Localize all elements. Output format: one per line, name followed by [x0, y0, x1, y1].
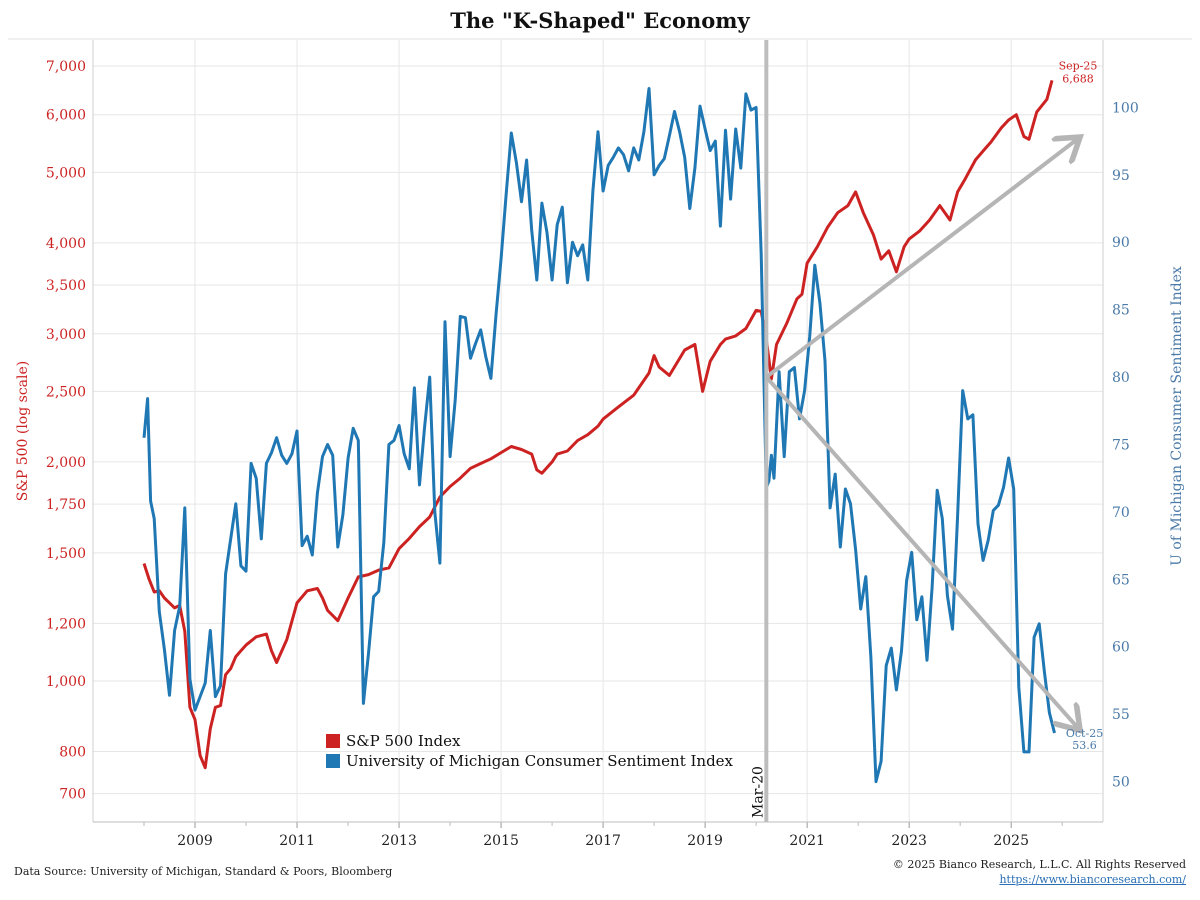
- data-source-note: Data Source: University of Michigan, Sta…: [14, 865, 393, 878]
- umich-end-date: Oct-25: [1066, 727, 1103, 740]
- axes: 700 800 1,000 1,200 1,500 1,750 2,000 2,500 3,00…: [8, 38, 1192, 849]
- series-line-umich: [142, 87, 1056, 784]
- legend-item-umich: University of Michigan Consumer Sentimen…: [326, 751, 733, 771]
- left-tick-label: 4,000: [46, 236, 86, 252]
- right-tick-label: 50: [1112, 775, 1130, 791]
- x-tick-label: 2021: [789, 833, 825, 849]
- copyright-block: © 2025 Bianco Research, L.L.C. All Right…: [893, 857, 1186, 887]
- right-tick-label: 75: [1112, 437, 1130, 453]
- left-tick-label: 1,500: [46, 546, 86, 562]
- left-tick-label: 3,000: [46, 327, 86, 343]
- legend-swatch-umich: [326, 754, 340, 768]
- copyright-text: © 2025 Bianco Research, L.L.C. All Right…: [892, 858, 1186, 871]
- right-tick-label: 95: [1112, 168, 1130, 184]
- series-line-sp500: [142, 80, 1054, 770]
- k-arrow-upper-arm: [765, 137, 1080, 379]
- legend-label-sp500: S&P 500 Index: [346, 732, 461, 750]
- left-tick-label: 1,750: [46, 497, 86, 513]
- left-tick-label: 7,000: [46, 59, 86, 75]
- gridlines: [93, 40, 1103, 822]
- left-tick-label: 5,000: [46, 165, 86, 181]
- right-tick-label: 65: [1112, 572, 1130, 588]
- sp500-end-value: 6,688: [1062, 72, 1094, 85]
- right-tick-label: 60: [1112, 640, 1130, 656]
- website-link[interactable]: https://www.biancoresearch.com/: [999, 873, 1186, 886]
- legend-swatch-sp500: [326, 734, 340, 748]
- left-tick-label: 1,000: [46, 674, 86, 690]
- right-tick-label: 90: [1112, 235, 1130, 251]
- x-tick-label: 2025: [993, 833, 1029, 849]
- left-tick-label: 800: [59, 744, 86, 760]
- left-tick-label: 1,200: [46, 616, 86, 632]
- right-tick-label: 80: [1112, 370, 1130, 386]
- left-tick-label: 6,000: [46, 108, 86, 124]
- x-tick-label: 2011: [279, 833, 315, 849]
- sp500-end-date: Sep-25: [1059, 59, 1098, 72]
- left-axis-title: S&P 500 (log scale): [15, 361, 31, 501]
- right-tick-label: 70: [1112, 505, 1130, 521]
- event-line-label: Mar-20: [750, 766, 766, 818]
- right-axis-title: U of Michigan Consumer Sentiment Index: [1169, 266, 1185, 566]
- umich-end-value: 53.6: [1072, 739, 1097, 752]
- left-tick-label: 2,500: [46, 384, 86, 400]
- x-tick-label: 2019: [687, 833, 723, 849]
- chart-title: The "K-Shaped" Economy: [450, 8, 750, 33]
- x-tick-label: 2023: [891, 833, 927, 849]
- left-tick-label: 2,000: [46, 455, 86, 471]
- x-tick-label: 2015: [483, 833, 519, 849]
- left-tick-label: 3,500: [46, 278, 86, 294]
- legend: S&P 500 Index University of Michigan Con…: [326, 731, 733, 771]
- x-tick-label: 2009: [177, 833, 213, 849]
- right-tick-label: 85: [1112, 303, 1130, 319]
- right-tick-label: 55: [1112, 707, 1130, 723]
- series-lines: [142, 80, 1056, 784]
- left-tick-label: 700: [59, 787, 86, 803]
- legend-label-umich: University of Michigan Consumer Sentimen…: [346, 752, 734, 770]
- legend-item-sp500: S&P 500 Index: [326, 731, 733, 751]
- k-arrow-lower-arm: [764, 375, 1080, 730]
- right-tick-label: 100: [1112, 100, 1139, 116]
- x-tick-label: 2013: [381, 833, 417, 849]
- x-tick-label: 2017: [585, 833, 621, 849]
